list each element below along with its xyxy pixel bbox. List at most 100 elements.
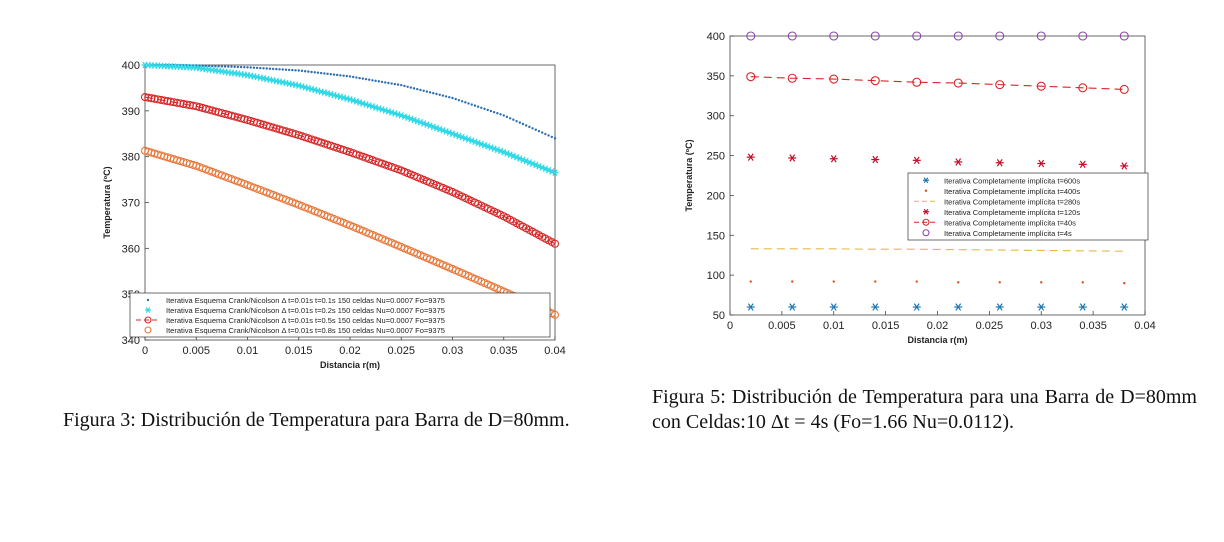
data-point [451, 96, 454, 100]
data-point [262, 67, 265, 70]
legend: Iterativa Esquema Crank/Nicolson Δ t=0.0… [129, 292, 551, 338]
data-point [746, 31, 756, 41]
data-point [518, 121, 521, 124]
data-point [380, 80, 384, 84]
data-point [259, 66, 262, 70]
y-tick-label: 150 [707, 230, 725, 242]
data-point [995, 303, 1004, 311]
data-point [829, 303, 838, 311]
data-point [348, 75, 352, 78]
data-point [1120, 162, 1129, 170]
data-point [502, 114, 505, 117]
y-axis-label: Temperatura (ºC) [102, 166, 112, 238]
data-point [912, 303, 921, 311]
data-point [448, 95, 451, 99]
data-point [550, 135, 553, 139]
data-point [486, 108, 489, 112]
y-tick-label: 390 [122, 106, 140, 118]
legend-marker [144, 326, 152, 334]
series-1 [746, 303, 1129, 311]
data-point [201, 64, 204, 67]
data-point [1040, 281, 1043, 284]
data-point [460, 100, 464, 103]
data-point [329, 73, 332, 76]
data-point [788, 303, 797, 311]
data-point [287, 68, 291, 72]
data-point [358, 76, 361, 80]
data-point [746, 153, 755, 161]
data-point [457, 98, 461, 102]
data-point [230, 65, 233, 68]
data-point [255, 66, 259, 70]
series-6 [746, 31, 1129, 41]
series-2 [749, 280, 1126, 285]
x-tick-label: 0 [142, 345, 148, 357]
data-point [1036, 81, 1046, 91]
legend-entry: Iterativa Completamente implícita t=600s [944, 176, 1080, 185]
data-point [300, 69, 304, 73]
y-tick-label: 400 [122, 60, 140, 72]
data-point [787, 73, 797, 83]
data-point [384, 81, 387, 84]
series-4 [746, 153, 1129, 170]
legend-entry: Iterativa Completamente implícita t=4s [944, 229, 1072, 238]
data-point [788, 154, 797, 162]
data-point [912, 31, 922, 41]
legend-entry: Iterativa Completamente implícita t=40s [944, 218, 1076, 227]
data-point [249, 66, 252, 69]
data-point [1119, 84, 1129, 94]
data-point [540, 131, 544, 134]
y-tick-label: 350 [707, 71, 725, 83]
series-5 [746, 72, 1129, 94]
data-point [220, 65, 224, 68]
data-point [483, 107, 486, 111]
figure-5-chart: 0 0.005 0.01 0.015 0.02 0.025 0.03 0.035 0.04 50 1… [684, 31, 1156, 345]
legend-entry: Iterativa Esquema Crank/Nicolson Δ t=0.0… [166, 296, 445, 305]
legend-entry: Iterativa Esquema Crank/Nicolson Δ t=0.0… [166, 326, 445, 335]
data-point [1036, 31, 1046, 41]
x-tick-label: 0.025 [387, 345, 415, 357]
legend-entry: Iterativa Esquema Crank/Nicolson Δ t=0.0… [166, 316, 445, 325]
data-point [1120, 303, 1129, 311]
data-point [425, 90, 429, 93]
data-point [211, 64, 214, 68]
data-point [544, 132, 547, 136]
legend-marker [144, 316, 152, 324]
data-point [480, 106, 483, 109]
data-point [553, 137, 557, 140]
y-axis-label: Temperatura (ºC) [684, 139, 694, 211]
data-point [550, 310, 560, 319]
y-tick-label: 100 [707, 270, 725, 282]
y-tick-label: 50 [713, 310, 725, 322]
data-point [870, 31, 880, 41]
data-point [521, 122, 525, 126]
y-tick-label: 360 [122, 243, 140, 255]
data-point [508, 117, 512, 120]
data-point [364, 77, 368, 81]
data-point [524, 124, 528, 127]
figure-3-caption: Figura 3: Distribución de Temperatura pa… [63, 409, 570, 431]
data-point [303, 70, 307, 73]
data-point [374, 79, 377, 83]
data-point [243, 65, 246, 69]
data-point [953, 78, 963, 88]
legend-marker [146, 298, 150, 302]
data-point [278, 68, 281, 71]
data-point [473, 104, 477, 107]
data-point [832, 280, 835, 283]
data-point [316, 71, 320, 74]
data-point [246, 66, 249, 69]
data-point [409, 86, 413, 89]
data-point [432, 91, 435, 95]
x-tick-label: 0.04 [1134, 320, 1155, 332]
figure-5: 0 0.005 0.01 0.015 0.02 0.025 0.03 0.035 0.04 50 1… [680, 28, 1170, 358]
data-point [198, 64, 201, 67]
data-point [291, 68, 294, 72]
data-point [998, 281, 1001, 284]
x-axis-label: Distancia r(m) [320, 360, 380, 370]
data-point [412, 87, 416, 90]
data-point [400, 83, 403, 87]
y-tick-label: 340 [122, 335, 140, 347]
data-point [342, 74, 345, 77]
data-point [787, 31, 797, 41]
